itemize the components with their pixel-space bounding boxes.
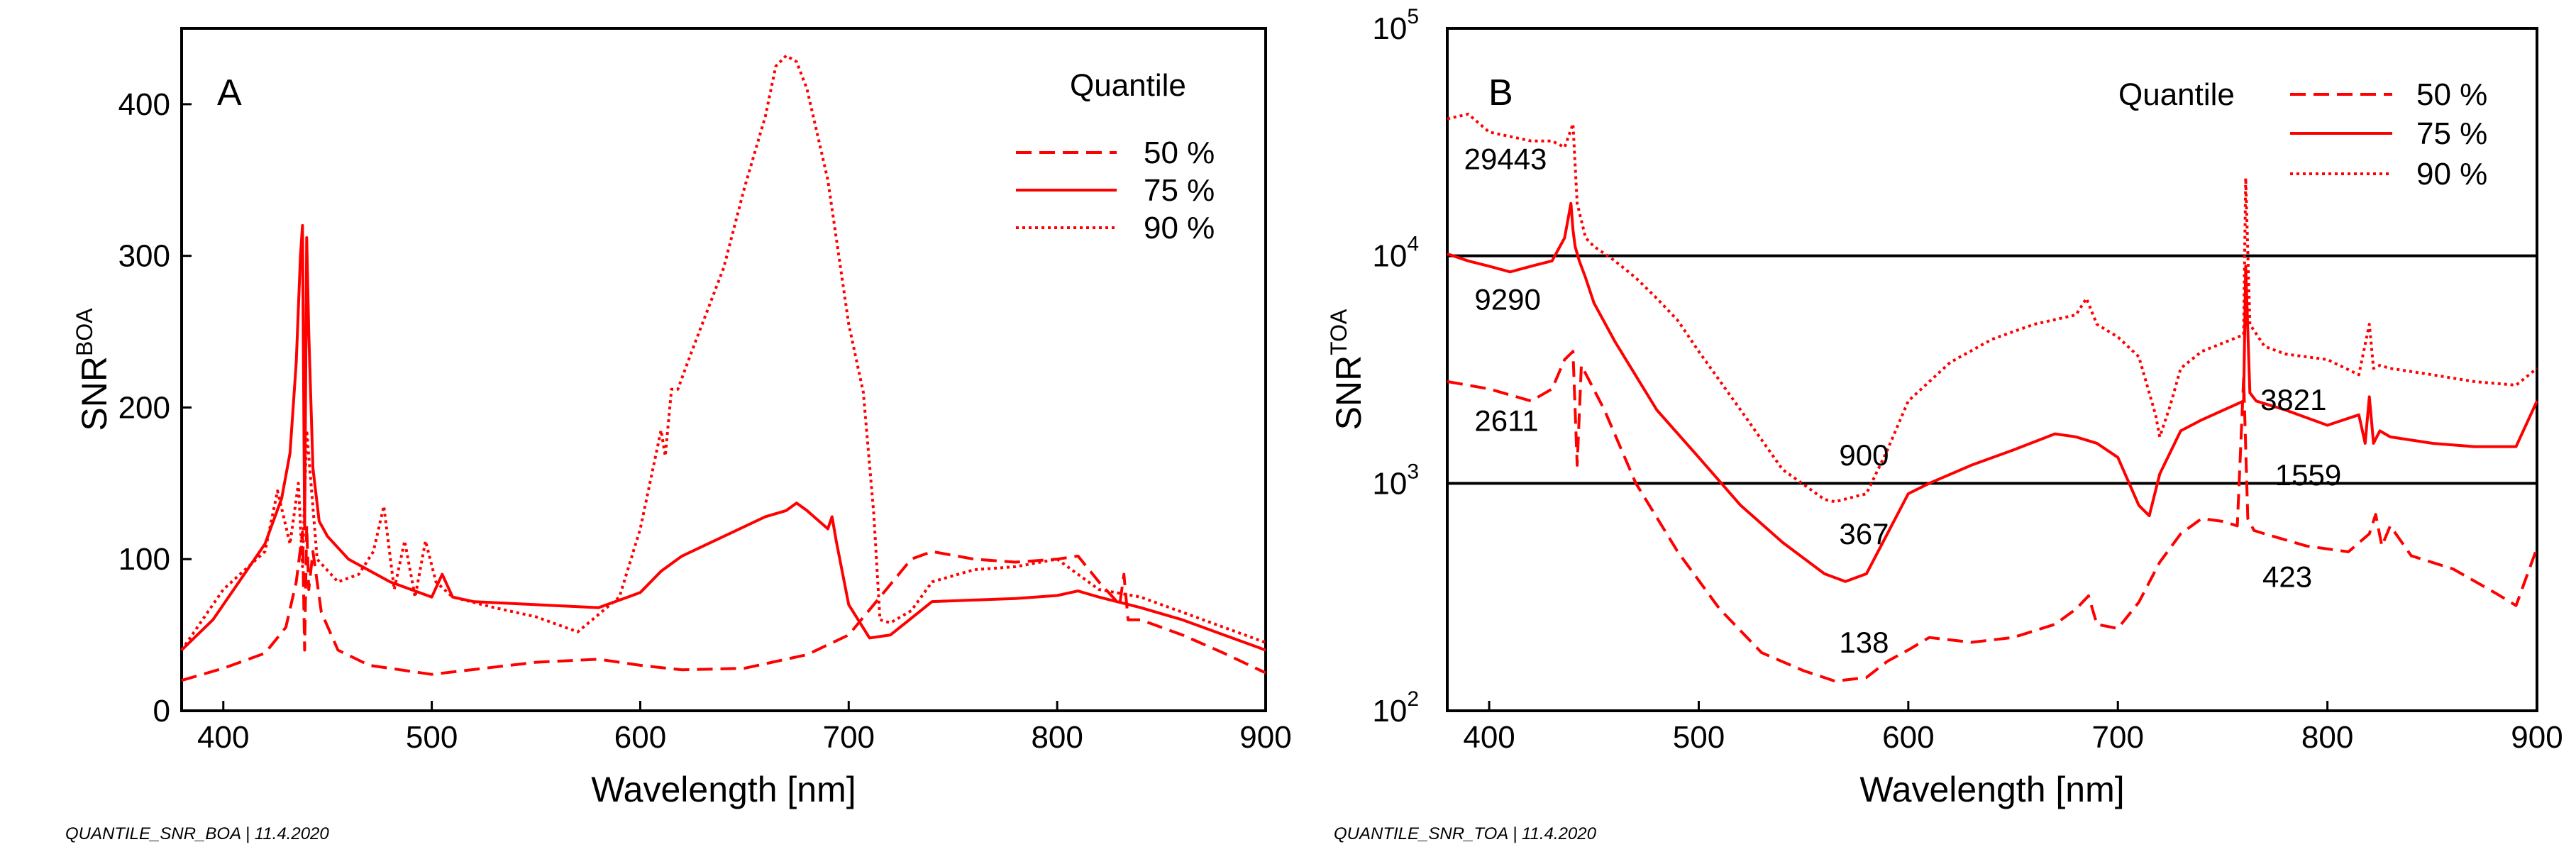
x-tick-label: 700 [2092, 720, 2144, 755]
series-line-50 [181, 524, 1266, 682]
x-tick-label: 600 [614, 720, 666, 755]
value-annotation: 900 [1839, 438, 1889, 472]
legend-label: 50 % [1144, 135, 1215, 170]
panel-a: 400 500 600 700 800 900 0 100 200 300 400 A Quanti… [65, 27, 1292, 843]
value-annotation: 1559 [2275, 458, 2341, 492]
panel-b-annotations: 29443 9290 2611 900 367 138 3821 1559 423 [1464, 143, 2342, 659]
series-line-90 [180, 54, 1266, 651]
y-tick-label: 105 [1372, 5, 1419, 46]
panel-a-series [180, 54, 1266, 682]
panel-b-y-axis-title-sup: TOA [1326, 309, 1351, 355]
panel-a-ticks: 400 500 600 700 800 900 0 100 200 300 400 [118, 87, 1292, 755]
value-annotation: 29443 [1464, 143, 1547, 176]
y-tick-label: 100 [118, 542, 170, 577]
panel-a-legend: 50 %75 %90 % [1016, 135, 1215, 245]
value-annotation: 423 [2262, 560, 2312, 594]
x-tick-label: 500 [406, 720, 458, 755]
panel-b-reference-lines [1447, 254, 2537, 485]
y-tick-label: 104 [1372, 233, 1419, 274]
value-annotation: 9290 [1474, 283, 1540, 316]
y-tick-label: 200 [118, 390, 170, 425]
panel-b: 400 500 600 700 800 900 102 103 104 105 29443 9290… [1326, 5, 2563, 843]
series-line-50 [1447, 350, 2538, 683]
legend-label: 90 % [1144, 211, 1215, 245]
y-tick-label: 0 [153, 694, 170, 729]
series-line-75 [1447, 201, 2538, 583]
series-line-75 [180, 223, 1266, 652]
y-tick-label: 400 [118, 87, 170, 122]
x-tick-label: 400 [197, 720, 249, 755]
y-tick-label: 300 [118, 239, 170, 274]
value-annotation: 367 [1839, 517, 1889, 550]
series-line-90 [1447, 112, 2538, 504]
panel-b-label: B [1488, 72, 1513, 113]
panel-b-legend-title: Quantile [2118, 77, 2235, 112]
panel-a-plot-frame [180, 27, 1267, 712]
x-tick-label: 900 [1239, 720, 1291, 755]
legend-label: 90 % [2416, 157, 2487, 192]
x-tick-label: 700 [823, 720, 875, 755]
panel-a-x-axis-title: Wavelength [nm] [591, 770, 856, 809]
x-tick-label: 800 [2301, 720, 2353, 755]
panel-b-plot-frame [1446, 27, 2538, 712]
x-tick-label: 400 [1463, 720, 1515, 755]
panel-b-footer: QUANTILE_SNR_TOA | 11.4.2020 [1334, 824, 1597, 843]
x-tick-label: 900 [2511, 720, 2563, 755]
legend-label: 75 % [2416, 116, 2487, 151]
x-tick-label: 800 [1031, 720, 1083, 755]
panel-a-footer: QUANTILE_SNR_BOA | 11.4.2020 [65, 824, 329, 843]
x-tick-label: 600 [1882, 720, 1934, 755]
y-tick-label: 103 [1372, 460, 1419, 501]
panel-a-y-axis-title-sup: BOA [72, 308, 97, 356]
legend-label: 50 % [2416, 77, 2487, 112]
panel-a-label: A [217, 72, 242, 113]
panel-a-y-axis-title-main: SNR [74, 356, 114, 431]
panel-b-legend: 50 % 75 % 90 % [2290, 77, 2487, 192]
panel-b-y-axis-title-main: SNR [1329, 355, 1369, 431]
panel-a-legend-title: Quantile [1070, 68, 1186, 103]
panel-b-ticks: 400 500 600 700 800 900 102 103 104 105 [1372, 5, 2563, 755]
panel-b-y-axis-title: SNRTOA [1326, 309, 1369, 430]
x-tick-label: 500 [1673, 720, 1725, 755]
panel-a-y-axis-title: SNRBOA [72, 308, 114, 431]
panel-b-series [1447, 112, 2538, 683]
panel-b-x-axis-title: Wavelength [nm] [1859, 770, 2124, 809]
y-tick-label: 102 [1372, 687, 1419, 729]
value-annotation: 138 [1839, 626, 1889, 659]
value-annotation: 3821 [2260, 383, 2326, 416]
legend-label: 75 % [1144, 173, 1215, 208]
value-annotation: 2611 [1474, 404, 1538, 437]
